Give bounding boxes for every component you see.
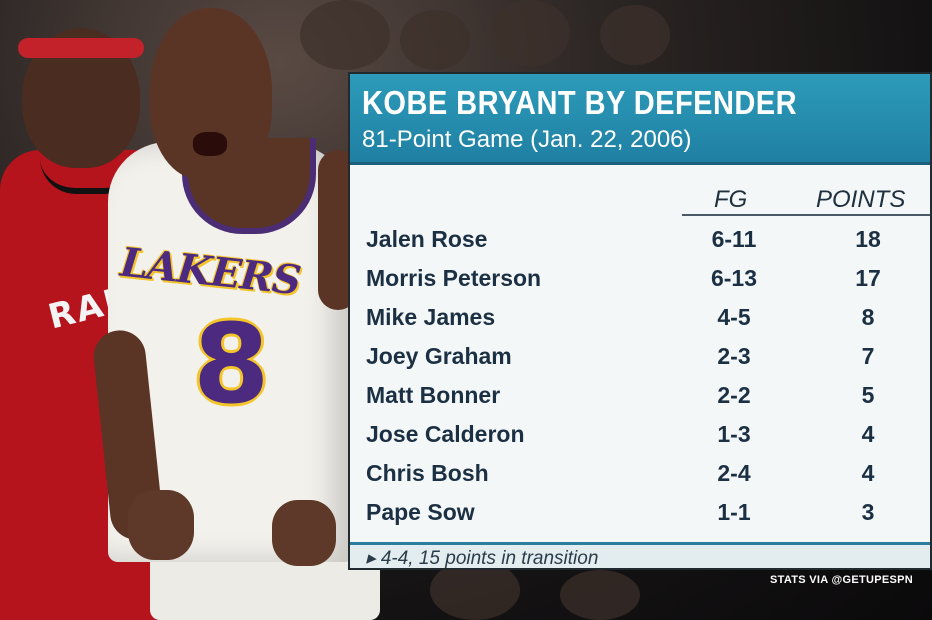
column-header-fg: FG — [714, 186, 748, 213]
crowd-figure — [400, 10, 470, 70]
table-row: Matt Bonner 2-2 5 — [350, 378, 930, 417]
header-divider — [350, 162, 930, 165]
player-fist — [272, 500, 336, 566]
crowd-figure — [300, 0, 390, 70]
fg-value: 1-1 — [717, 499, 751, 525]
defender-name: Chris Bosh — [366, 460, 489, 486]
table-row: Morris Peterson 6-13 17 — [350, 261, 930, 300]
column-header-rule — [682, 214, 930, 216]
column-header-points: POINTS — [816, 186, 906, 213]
table-row: Chris Bosh 2-4 4 — [350, 456, 930, 495]
table-row: Pape Sow 1-1 3 — [350, 495, 930, 534]
red-headband — [18, 38, 144, 58]
footer-note: ▸ 4-4, 15 points in transition — [366, 548, 599, 569]
panel-header: KOBE BRYANT BY DEFENDER 81-Point Game (J… — [350, 74, 930, 164]
fg-value: 2-3 — [717, 343, 751, 369]
table-row: Jalen Rose 6-11 18 — [350, 222, 930, 261]
source-credit: STATS VIA @GETUPESPN — [770, 574, 914, 586]
defender-name: Mike James — [366, 304, 496, 330]
defender-name: Joey Graham — [366, 343, 512, 369]
defender-name: Pape Sow — [366, 499, 475, 525]
table-row: Mike James 4-5 8 — [350, 300, 930, 339]
points-value: 4 — [861, 421, 875, 447]
fg-value: 4-5 — [717, 304, 751, 330]
fg-value: 6-11 — [711, 226, 757, 252]
panel-subtitle: 81-Point Game (Jan. 22, 2006) — [362, 126, 692, 153]
defender-name: Jose Calderon — [366, 421, 525, 447]
points-value: 7 — [861, 343, 875, 369]
defender-name: Matt Bonner — [366, 382, 501, 408]
points-value: 17 — [855, 265, 881, 291]
fg-value: 1-3 — [717, 421, 751, 447]
crowd-figure — [490, 0, 570, 66]
defender-name: Morris Peterson — [366, 265, 542, 291]
crowd-figure — [430, 560, 520, 620]
jersey-collar — [40, 158, 140, 194]
crowd-figure — [560, 570, 640, 620]
table-row: Jose Calderon 1-3 4 — [350, 417, 930, 456]
panel-footer: ▸ 4-4, 15 points in transition — [350, 542, 930, 569]
fg-value: 2-2 — [717, 382, 751, 408]
stats-panel: KOBE BRYANT BY DEFENDER 81-Point Game (J… — [348, 72, 932, 570]
points-value: 18 — [855, 226, 881, 252]
crowd-figure — [600, 5, 670, 65]
jersey-number: 8 — [193, 300, 270, 428]
points-value: 3 — [861, 499, 875, 525]
fg-value: 6-13 — [710, 265, 758, 291]
points-value: 8 — [861, 304, 875, 330]
points-value: 4 — [861, 460, 875, 486]
points-value: 5 — [861, 382, 875, 408]
player-mouth — [193, 132, 227, 156]
table-row: Joey Graham 2-3 7 — [350, 339, 930, 378]
defender-name: Jalen Rose — [366, 226, 488, 252]
fg-value: 2-4 — [717, 460, 751, 486]
panel-title: KOBE BRYANT BY DEFENDER — [362, 84, 798, 121]
player-fist — [128, 490, 194, 560]
